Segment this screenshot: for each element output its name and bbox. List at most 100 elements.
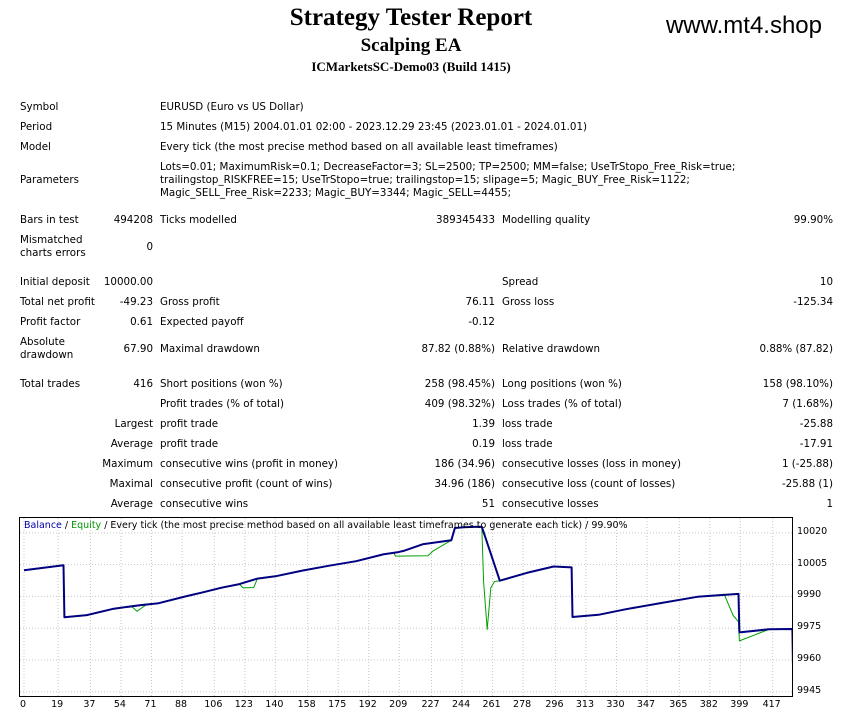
x-tick-label-6: 106: [204, 699, 223, 710]
total-trades-label: Total trades: [20, 378, 81, 390]
long-positions-label: Long positions (won %): [502, 378, 622, 390]
y-tick-label-0: 9945: [797, 684, 822, 696]
site-watermark: www.mt4.shop: [665, 12, 822, 39]
legend-equity: Equity: [71, 520, 102, 531]
maximal-cons-loss-value: -25.88 (1): [781, 478, 833, 490]
x-tick-label-7: 123: [234, 699, 253, 710]
profit-trades-label: Profit trades (% of total): [160, 398, 285, 410]
mismatch-value: 0: [146, 241, 153, 253]
balance-line: [23, 525, 792, 667]
total-trades-value: 416: [133, 378, 153, 390]
model-label: Model: [20, 141, 51, 153]
x-tick-label-12: 209: [389, 699, 408, 710]
long-positions-value: 158 (98.10%): [762, 378, 833, 390]
mismatch-label-2: charts errors: [20, 247, 86, 259]
report-title: Strategy Tester Report: [289, 4, 533, 31]
y-tick-label-1: 9960: [797, 652, 822, 664]
average-label: Average: [110, 438, 153, 450]
avg-cons-wins-label: consecutive wins: [160, 498, 249, 510]
abs-drawdown-value: 67.90: [123, 343, 153, 355]
average-cons-label: Average: [110, 498, 153, 510]
x-tick-label-13: 227: [421, 699, 440, 710]
gross-loss-label: Gross loss: [502, 296, 555, 308]
avg-cons-wins-value: 51: [481, 498, 495, 510]
x-tick-label-22: 382: [699, 699, 718, 710]
balance-chart: [19, 517, 793, 697]
parameters-label: Parameters: [20, 174, 79, 186]
profit-trades-value: 409 (98.32%): [424, 398, 495, 410]
maximal-cons-profit-label: consecutive profit (count of wins): [160, 478, 333, 490]
loss-trades-label: Loss trades (% of total): [502, 398, 622, 410]
x-tick-label-23: 399: [730, 699, 749, 710]
abs-drawdown-label-2: drawdown: [20, 349, 74, 361]
largest-loss-value: -25.88: [799, 418, 833, 430]
x-tick-label-5: 88: [174, 699, 188, 710]
x-tick-label-2: 37: [83, 699, 96, 710]
x-tick-label-14: 244: [451, 699, 471, 710]
maximal-label: Maximal: [109, 478, 153, 490]
y-tick-label-2: 9975: [797, 621, 822, 633]
largest-loss-label: loss trade: [502, 418, 553, 430]
ea-name: Scalping EA: [360, 35, 462, 56]
symbol-value: EURUSD (Euro vs US Dollar): [160, 101, 304, 113]
x-tick-label-3: 54: [113, 699, 126, 710]
net-profit-label: Total net profit: [20, 296, 95, 308]
legend-balance: Balance: [24, 520, 62, 531]
avg-cons-losses-value: 1: [826, 498, 833, 510]
x-tick-label-20: 347: [636, 699, 656, 710]
y-tick-label-3: 9990: [797, 589, 822, 601]
x-tick-label-19: 330: [606, 699, 625, 710]
server-build: ICMarketsSC-Demo03 (Build 1415): [311, 59, 511, 74]
max-cons-losses-value: 1 (-25.88): [781, 458, 833, 470]
x-tick-label-9: 158: [297, 699, 316, 710]
max-cons-wins-value: 186 (34.96): [434, 458, 495, 470]
gross-profit-value: 76.11: [465, 296, 495, 308]
deposit-value: 10000.00: [103, 276, 153, 288]
spread-value: 10: [819, 276, 833, 288]
chart-legend: Balance / Equity / Every tick (the most …: [24, 520, 628, 531]
expected-payoff-value: -0.12: [468, 316, 495, 328]
max-cons-losses-label: consecutive losses (loss in money): [502, 458, 681, 470]
x-tick-label-15: 261: [482, 699, 501, 710]
ticks-value: 389345433: [436, 214, 495, 226]
largest-profit-value: 1.39: [472, 418, 495, 430]
rel-drawdown-label: Relative drawdown: [502, 343, 601, 355]
y-tick-label-4: 10005: [797, 557, 828, 569]
profit-factor-label: Profit factor: [20, 316, 81, 328]
short-positions-value: 258 (98.45%): [424, 378, 495, 390]
period-value: 15 Minutes (M15) 2004.01.01 02:00 - 2023…: [160, 121, 588, 133]
net-profit-value: -49.23: [119, 296, 153, 308]
balance-chart-svg: [20, 518, 792, 696]
symbol-label: Symbol: [20, 101, 59, 113]
rel-drawdown-value: 0.88% (87.82): [759, 343, 834, 355]
x-tick-label-17: 296: [545, 699, 564, 710]
avg-cons-losses-label: consecutive losses: [502, 498, 599, 510]
quality-value: 99.90%: [793, 214, 833, 226]
average-profit-value: 0.19: [472, 438, 495, 450]
bars-value: 494208: [113, 214, 153, 226]
x-tick-label-16: 278: [513, 699, 532, 710]
short-positions-label: Short positions (won %): [160, 378, 283, 390]
mismatch-label-1: Mismatched: [20, 234, 83, 246]
maximum-label: Maximum: [102, 458, 153, 470]
x-tick-label-0: 0: [19, 699, 27, 710]
quality-label: Modelling quality: [502, 214, 591, 226]
x-tick-label-24: 417: [762, 699, 781, 710]
legend-description: / Every tick (the most precise method ba…: [101, 520, 628, 531]
x-tick-label-21: 365: [669, 699, 688, 710]
abs-drawdown-label-1: Absolute: [20, 336, 66, 348]
gross-profit-label: Gross profit: [160, 296, 220, 308]
ticks-label: Ticks modelled: [160, 214, 237, 226]
expected-payoff-label: Expected payoff: [160, 316, 244, 328]
profit-factor-value: 0.61: [130, 316, 153, 328]
model-value: Every tick (the most precise method base…: [160, 141, 558, 153]
maximal-cons-loss-label: consecutive loss (count of losses): [502, 478, 676, 490]
average-loss-value: -17.91: [799, 438, 833, 450]
bars-label: Bars in test: [20, 214, 79, 226]
x-tick-label-11: 192: [358, 699, 377, 710]
average-profit-label: profit trade: [160, 438, 219, 450]
maximal-cons-profit-value: 34.96 (186): [434, 478, 495, 490]
parameters-value: Lots=0.01; MaximumRisk=0.1; DecreaseFact…: [160, 161, 736, 199]
legend-separator: /: [61, 520, 72, 531]
deposit-label: Initial deposit: [20, 276, 90, 288]
